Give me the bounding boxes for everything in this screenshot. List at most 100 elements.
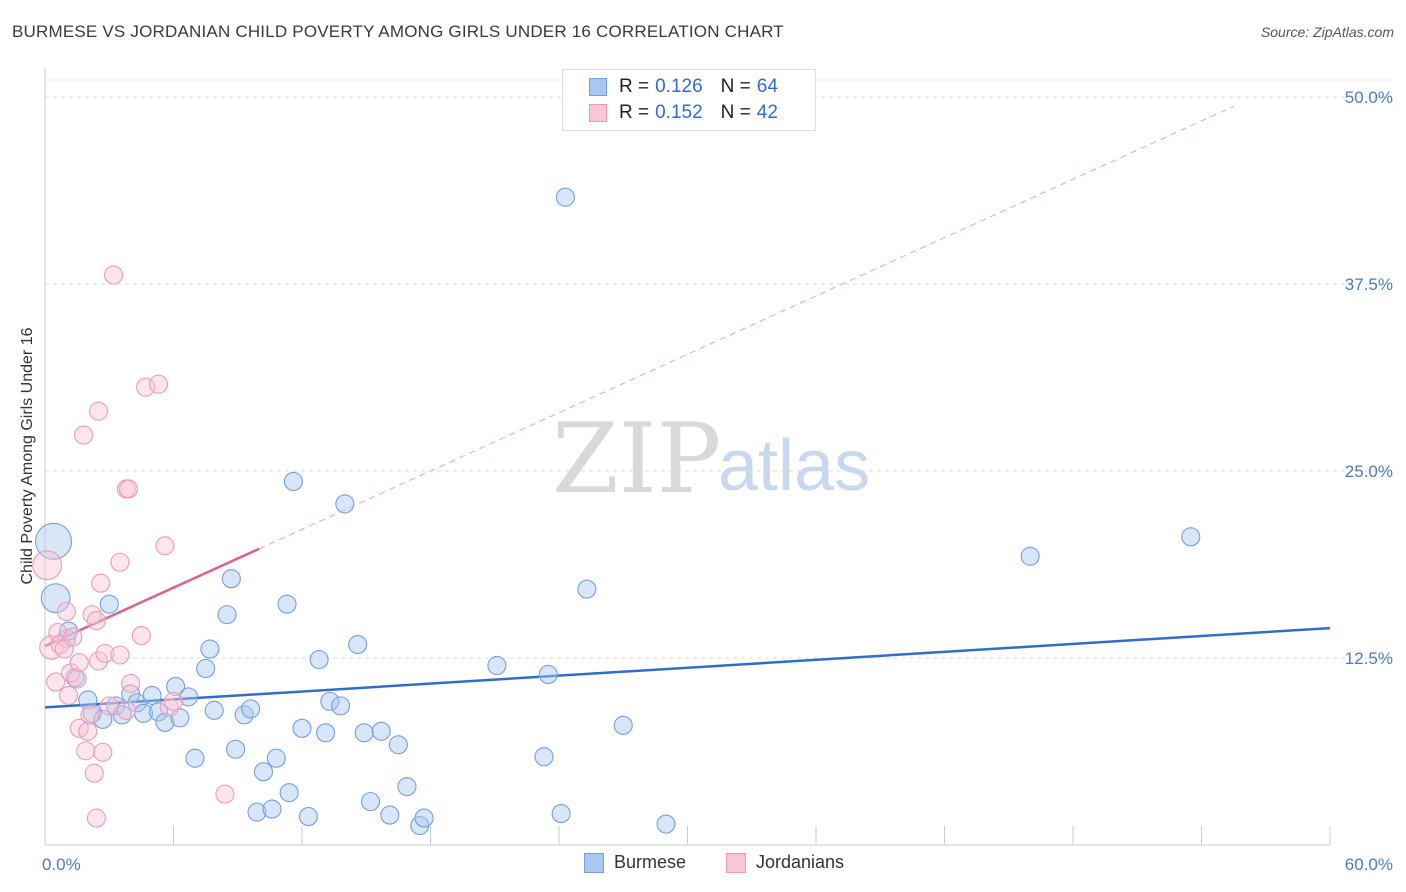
point-burmese (196, 658, 216, 679)
point-jordanians (110, 552, 130, 572)
chart-title: BURMESE VS JORDANIAN CHILD POVERTY AMONG… (12, 22, 784, 41)
point-jordanians (131, 626, 151, 646)
point-jordanians (63, 627, 83, 647)
point-jordanians (91, 573, 111, 593)
point-jordanians (103, 265, 124, 285)
watermark-zip-text: ZIP (552, 403, 721, 515)
point-burmese (577, 579, 597, 599)
point-burmese (279, 783, 299, 803)
point-jordanians (121, 673, 141, 693)
point-burmese (613, 715, 633, 735)
point-burmese (247, 802, 267, 822)
point-burmese (534, 747, 554, 767)
point-burmese (360, 792, 381, 812)
point-burmese (148, 702, 169, 722)
point-jordanians (88, 651, 109, 671)
point-burmese (414, 808, 434, 828)
point-jordanians (86, 611, 106, 631)
point-burmese (35, 522, 73, 560)
point-jordanians (80, 705, 100, 725)
point-jordanians (99, 696, 119, 716)
bottom-legend-swatch-jordanians (726, 852, 746, 873)
point-burmese (354, 723, 374, 743)
legend-r-value-jordanians: 0.152 (655, 102, 703, 123)
point-burmese (127, 693, 147, 713)
gridlines (45, 79, 1392, 659)
point-jordanians (32, 550, 63, 581)
legend-n-label: N = (720, 76, 751, 97)
point-burmese (40, 583, 71, 614)
point-burmese (185, 748, 205, 768)
point-jordanians (116, 700, 136, 720)
data-points (32, 187, 1201, 836)
point-jordanians (88, 401, 109, 421)
point-burmese (262, 799, 282, 819)
point-burmese (204, 700, 224, 720)
axes (44, 68, 1331, 846)
point-burmese (266, 748, 286, 768)
legend-swatch-jordanians (589, 104, 607, 122)
point-jordanians (148, 374, 169, 394)
point-burmese (538, 664, 558, 685)
chart-source: Source: ZipAtlas.com (1260, 24, 1394, 40)
point-burmese (298, 807, 318, 827)
point-burmese (380, 805, 400, 825)
point-burmese (551, 804, 571, 824)
point-burmese (348, 634, 368, 655)
point-burmese (320, 691, 340, 711)
point-burmese (226, 739, 246, 759)
bottom-legend-label-jordanians: Jordanians (756, 852, 845, 872)
point-burmese (241, 699, 261, 719)
point-burmese (292, 718, 312, 738)
bottom-legend-jordanians: Jordanians (726, 852, 844, 873)
legend-r-value-burmese: 0.126 (655, 76, 703, 97)
point-burmese (335, 494, 355, 514)
legend-n-value-burmese: 64 (756, 76, 778, 97)
point-jordanians (78, 721, 98, 741)
point-burmese (1020, 546, 1040, 566)
point-burmese (283, 471, 303, 492)
point-burmese (99, 594, 119, 614)
legend-row-burmese: R = 0.126 N = 64 (589, 75, 778, 99)
y-tick-label: 50.0% (1345, 88, 1393, 107)
trend-extension-jordanians (258, 105, 1234, 550)
point-burmese (1181, 527, 1201, 547)
legend-swatch-burmese (589, 78, 607, 96)
y-tick-label: 25.0% (1345, 462, 1393, 481)
point-burmese (656, 814, 676, 834)
point-burmese (217, 605, 237, 625)
bottom-legend-burmese: Burmese (584, 852, 686, 873)
point-jordanians (163, 691, 184, 711)
x-tick-label-max: 60.0% (1345, 855, 1393, 874)
trend-line-jordanians (44, 547, 260, 648)
point-burmese (253, 762, 274, 782)
trend-lines (44, 105, 1331, 709)
legend-row-jordanians: R = 0.152 N = 42 (589, 101, 778, 125)
point-jordanians (67, 669, 87, 689)
correlation-legend: R = 0.126 N = 64 R = 0.152 N = 42 (562, 69, 816, 131)
point-burmese (388, 735, 408, 755)
point-burmese (155, 712, 175, 732)
bottom-legend-label-burmese: Burmese (614, 852, 687, 872)
point-jordanians (118, 479, 139, 499)
y-tick-label: 12.5% (1345, 649, 1393, 668)
point-jordanians (155, 536, 175, 556)
point-burmese (330, 696, 351, 716)
point-burmese (221, 569, 241, 589)
legend-r-label: R = (619, 102, 650, 123)
point-jordanians (95, 643, 115, 664)
point-jordanians (48, 623, 68, 643)
point-burmese (200, 639, 220, 659)
point-burmese (316, 723, 336, 743)
point-jordanians (110, 645, 130, 665)
point-jordanians (59, 685, 79, 705)
point-jordanians (76, 741, 96, 761)
point-jordanians (86, 808, 106, 828)
point-burmese (142, 685, 162, 705)
watermark-atlas-text: atlas (718, 426, 870, 506)
point-burmese (555, 187, 575, 207)
point-burmese (178, 687, 199, 707)
point-burmese (309, 649, 329, 670)
